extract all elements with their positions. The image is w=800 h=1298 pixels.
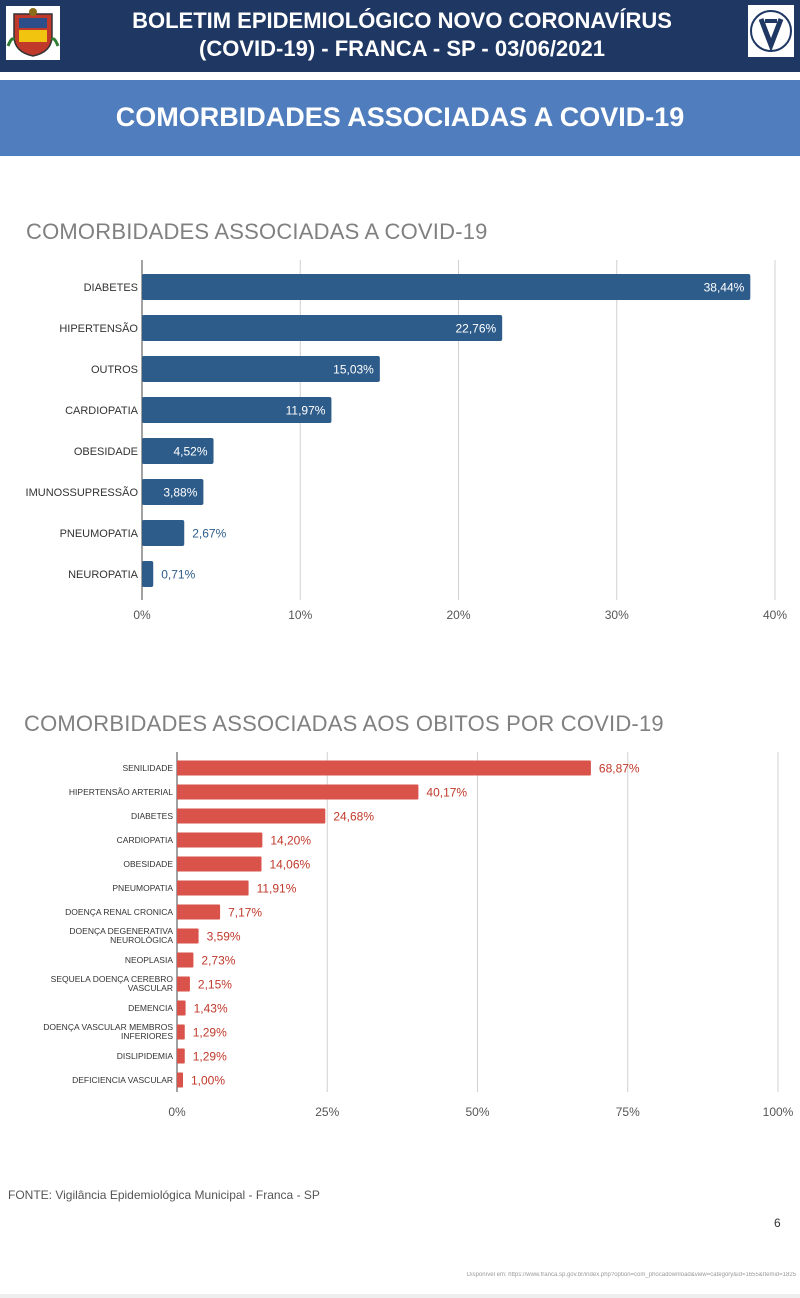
data-label: 2,67% xyxy=(192,526,226,540)
category-label: DIABETES xyxy=(84,282,138,294)
data-label: 14,20% xyxy=(270,833,311,847)
category-label: CARDIOPATIA xyxy=(65,405,139,417)
x-tick-label: 100% xyxy=(763,1105,794,1119)
category-label: DIABETES xyxy=(131,811,173,821)
bar xyxy=(177,952,194,968)
bar xyxy=(177,1000,186,1016)
bar xyxy=(177,1072,184,1088)
vigilancia-logo xyxy=(748,5,794,57)
bar xyxy=(177,808,326,824)
category-label: DEFICIENCIA VASCULAR xyxy=(72,1075,173,1085)
category-label: CARDIOPATIA xyxy=(117,835,174,845)
data-label: 1,29% xyxy=(193,1025,227,1039)
data-label: 2,73% xyxy=(201,953,235,967)
category-label: SENILIDADE xyxy=(122,763,173,773)
header-bar: BOLETIM EPIDEMIOLÓGICO NOVO CORONAVÍRUS … xyxy=(0,0,800,72)
data-label: 40,17% xyxy=(426,785,467,799)
category-label: DEMENCIA xyxy=(128,1003,173,1013)
x-tick-label: 0% xyxy=(133,608,151,622)
bar xyxy=(177,832,263,848)
bulletin-title-line2: (COVID-19) - FRANCA - SP - 03/06/2021 xyxy=(199,36,605,61)
category-label: DOENÇA VASCULAR MEMBROS INFERIORES xyxy=(43,1022,173,1041)
data-label: 2,15% xyxy=(198,977,232,991)
bulletin-title-line1: BOLETIM EPIDEMIOLÓGICO NOVO CORONAVÍRUS xyxy=(132,8,672,33)
x-tick-label: 75% xyxy=(616,1105,640,1119)
bar xyxy=(177,784,419,800)
bar xyxy=(142,356,380,382)
source-note: FONTE: Vigilância Epidemiológica Municip… xyxy=(8,1188,320,1202)
category-label: NEUROPATIA xyxy=(68,569,139,581)
chart2-death-comorbidities: 0% 25% 50% 75% 100% SENILIDADE 68,87% HIPERTENS… xyxy=(43,752,794,1119)
category-label: DISLIPIDEMIA xyxy=(117,1051,174,1061)
x-tick-label: 20% xyxy=(446,608,470,622)
data-label: 1,29% xyxy=(193,1049,227,1063)
x-tick-label: 10% xyxy=(288,608,312,622)
x-tick-label: 0% xyxy=(168,1105,186,1119)
bar xyxy=(142,479,204,505)
bar xyxy=(177,904,221,920)
category-label: IMUNOSSUPRESSÃO xyxy=(26,486,139,499)
url-note: Disponível em: https://www.franca.sp.gov… xyxy=(466,1272,796,1278)
category-label: DOENÇA RENAL CRONICA xyxy=(65,907,173,917)
data-label: 1,00% xyxy=(191,1073,225,1087)
x-tick-label: 25% xyxy=(315,1105,339,1119)
bar xyxy=(142,561,154,587)
city-coat-of-arms-logo xyxy=(6,6,60,60)
x-tick-label: 40% xyxy=(763,608,787,622)
data-label: 7,17% xyxy=(228,905,262,919)
data-label: 4,52% xyxy=(173,444,207,458)
bar xyxy=(142,274,751,300)
chart1-comorbidities: 0% 10% 20% 30% 40% DIABETES 38,44% HIPERTENSÃO 2… xyxy=(26,260,787,622)
x-tick-label: 30% xyxy=(605,608,629,622)
category-label: HIPERTENSÃO xyxy=(59,322,138,335)
category-label: OBESIDADE xyxy=(123,859,173,869)
page-number: 6 xyxy=(774,1216,781,1230)
bar xyxy=(177,928,199,944)
bar xyxy=(142,520,185,546)
banner-title: COMORBIDADES ASSOCIADAS A COVID-19 xyxy=(115,102,685,132)
category-label: OUTROS xyxy=(91,364,138,376)
section-banner: COMORBIDADES ASSOCIADAS A COVID-19 xyxy=(0,80,800,156)
bar xyxy=(177,1024,185,1040)
data-label: 24,68% xyxy=(333,809,374,823)
bar xyxy=(142,315,503,341)
category-label: DOENÇA DEGENERATIVA NEUROLÓGICA xyxy=(69,926,173,945)
category-label: PNEUMOPATIA xyxy=(112,883,173,893)
category-label: NEOPLASIA xyxy=(125,955,174,965)
data-label: 3,88% xyxy=(163,485,197,499)
data-label: 0,71% xyxy=(161,567,195,581)
bar xyxy=(177,856,262,872)
bar xyxy=(177,1048,185,1064)
category-label: OBESIDADE xyxy=(74,446,138,458)
data-label: 11,97% xyxy=(286,403,326,417)
data-label: 68,87% xyxy=(599,761,640,775)
category-label: HIPERTENSÃO ARTERIAL xyxy=(69,787,173,797)
bottom-divider xyxy=(0,1294,800,1298)
data-label: 11,91% xyxy=(257,881,297,895)
data-label: 14,06% xyxy=(270,857,311,871)
category-label: SEQUELA DOENÇA CEREBRO VASCULAR xyxy=(51,974,174,993)
data-label: 3,59% xyxy=(207,929,241,943)
x-tick-label: 50% xyxy=(465,1105,489,1119)
category-label: PNEUMOPATIA xyxy=(60,528,139,540)
bar xyxy=(177,880,249,896)
bulletin-title: BOLETIM EPIDEMIOLÓGICO NOVO CORONAVÍRUS … xyxy=(60,7,744,63)
bar xyxy=(142,438,214,464)
bar xyxy=(142,397,332,423)
data-label: 15,03% xyxy=(333,362,374,376)
chart1-title: COMORBIDADES ASSOCIADAS A COVID-19 xyxy=(26,219,488,244)
data-label: 38,44% xyxy=(704,280,745,294)
bar xyxy=(177,760,591,776)
data-label: 1,43% xyxy=(194,1001,228,1015)
chart2-title: COMORBIDADES ASSOCIADAS AOS OBITOS POR C… xyxy=(24,711,664,736)
bar xyxy=(177,976,190,992)
data-label: 22,76% xyxy=(455,321,496,335)
